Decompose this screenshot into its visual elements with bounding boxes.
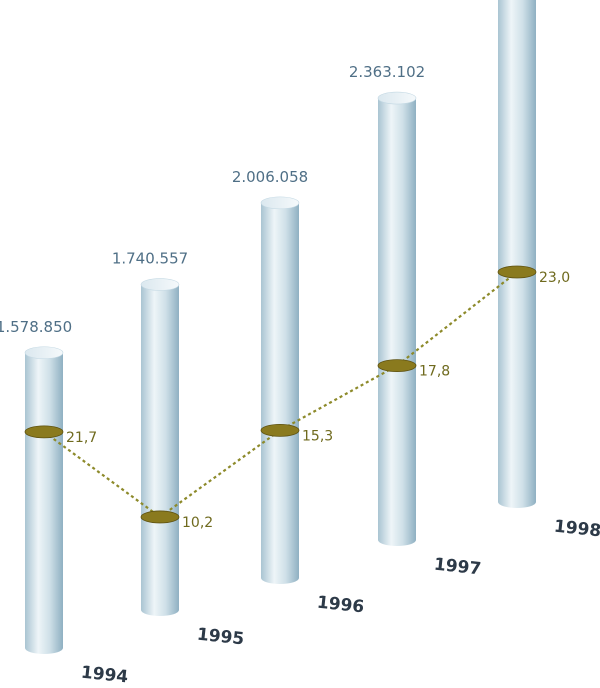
value-label-1996: 2.006.058 bbox=[232, 168, 308, 186]
percent-marker-1995 bbox=[140, 510, 180, 524]
value-label-1994: 1.578.850 bbox=[0, 318, 72, 336]
bar-cap-1995 bbox=[140, 278, 180, 291]
bar-cap-1996 bbox=[260, 196, 300, 210]
percent-label-1995: 10,2 bbox=[182, 515, 213, 531]
value-label-1995: 1.740.557 bbox=[112, 250, 188, 268]
bar-cap-1997 bbox=[377, 91, 417, 105]
percent-marker-1998 bbox=[497, 265, 537, 279]
bar-1997 bbox=[378, 98, 416, 547]
percent-marker-1996 bbox=[260, 423, 300, 437]
year-label-1995: 1995 bbox=[196, 625, 245, 650]
bar-cap-1994 bbox=[24, 346, 64, 360]
bar-1995 bbox=[141, 284, 179, 616]
percent-label-1994: 21,7 bbox=[66, 430, 97, 446]
percent-series-line bbox=[43, 271, 518, 519]
cylinders-group bbox=[24, 0, 536, 654]
value-label-1997: 2.363.102 bbox=[349, 63, 425, 81]
bar-1996 bbox=[261, 202, 299, 584]
percent-line-group bbox=[24, 265, 537, 524]
year-label-1994: 1994 bbox=[80, 663, 129, 688]
percent-marker-1994 bbox=[24, 425, 64, 439]
percent-label-1998: 23,0 bbox=[539, 270, 570, 286]
percent-marker-1997 bbox=[377, 359, 417, 373]
year-label-1996: 1996 bbox=[316, 593, 365, 618]
bar-1994 bbox=[25, 352, 63, 654]
year-label-1997: 1997 bbox=[433, 555, 482, 580]
percent-label-1997: 17,8 bbox=[419, 364, 450, 380]
bar-1998 bbox=[498, 0, 536, 508]
year-label-1998: 1998 bbox=[553, 517, 600, 542]
percent-label-1996: 15,3 bbox=[302, 428, 333, 444]
